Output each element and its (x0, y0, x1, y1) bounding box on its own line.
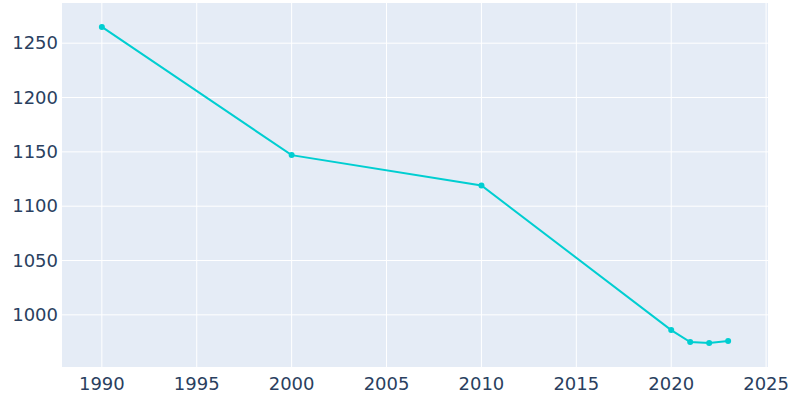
y-grid-line (62, 260, 768, 261)
data-point (478, 183, 484, 189)
y-tick-label: 1000 (12, 304, 58, 325)
y-tick-label: 1100 (12, 195, 58, 216)
x-grid-line (196, 3, 197, 367)
x-tick-label: 1990 (79, 373, 125, 394)
data-point (706, 340, 712, 346)
x-tick-label: 2000 (269, 373, 315, 394)
y-tick-label: 1150 (12, 141, 58, 162)
y-grid-line (62, 314, 768, 315)
data-point (99, 24, 105, 30)
x-tick-label: 1995 (174, 373, 220, 394)
x-grid-line (291, 3, 292, 367)
y-grid-line (62, 206, 768, 207)
chart-container: 1990 1995 2000 2005 2010 2015 2020 2025 1000 1050… (0, 0, 800, 400)
data-point (687, 339, 693, 345)
y-grid-line (62, 43, 768, 44)
y-tick-label: 1250 (12, 32, 58, 53)
y-tick-label: 1050 (12, 250, 58, 271)
x-grid-line (766, 3, 767, 367)
data-point (725, 338, 731, 344)
data-point (289, 152, 295, 158)
x-grid-line (671, 3, 672, 367)
y-grid-line (62, 151, 768, 152)
chart-svg: 1990 1995 2000 2005 2010 2015 2020 2025 1000 1050… (0, 0, 800, 400)
x-grid-line (386, 3, 387, 367)
x-grid-line (101, 3, 102, 367)
y-grid-line (62, 97, 768, 98)
x-tick-label: 2010 (459, 373, 505, 394)
data-line (102, 27, 728, 343)
data-group (99, 24, 731, 346)
x-tick-label: 2005 (364, 373, 410, 394)
data-point (668, 327, 674, 333)
x-tick-label: 2015 (553, 373, 599, 394)
y-tick-label: 1200 (12, 87, 58, 108)
plot-background (62, 3, 768, 367)
x-grid-line (576, 3, 577, 367)
x-tick-label: 2020 (648, 373, 694, 394)
x-tick-label: 2025 (743, 373, 789, 394)
